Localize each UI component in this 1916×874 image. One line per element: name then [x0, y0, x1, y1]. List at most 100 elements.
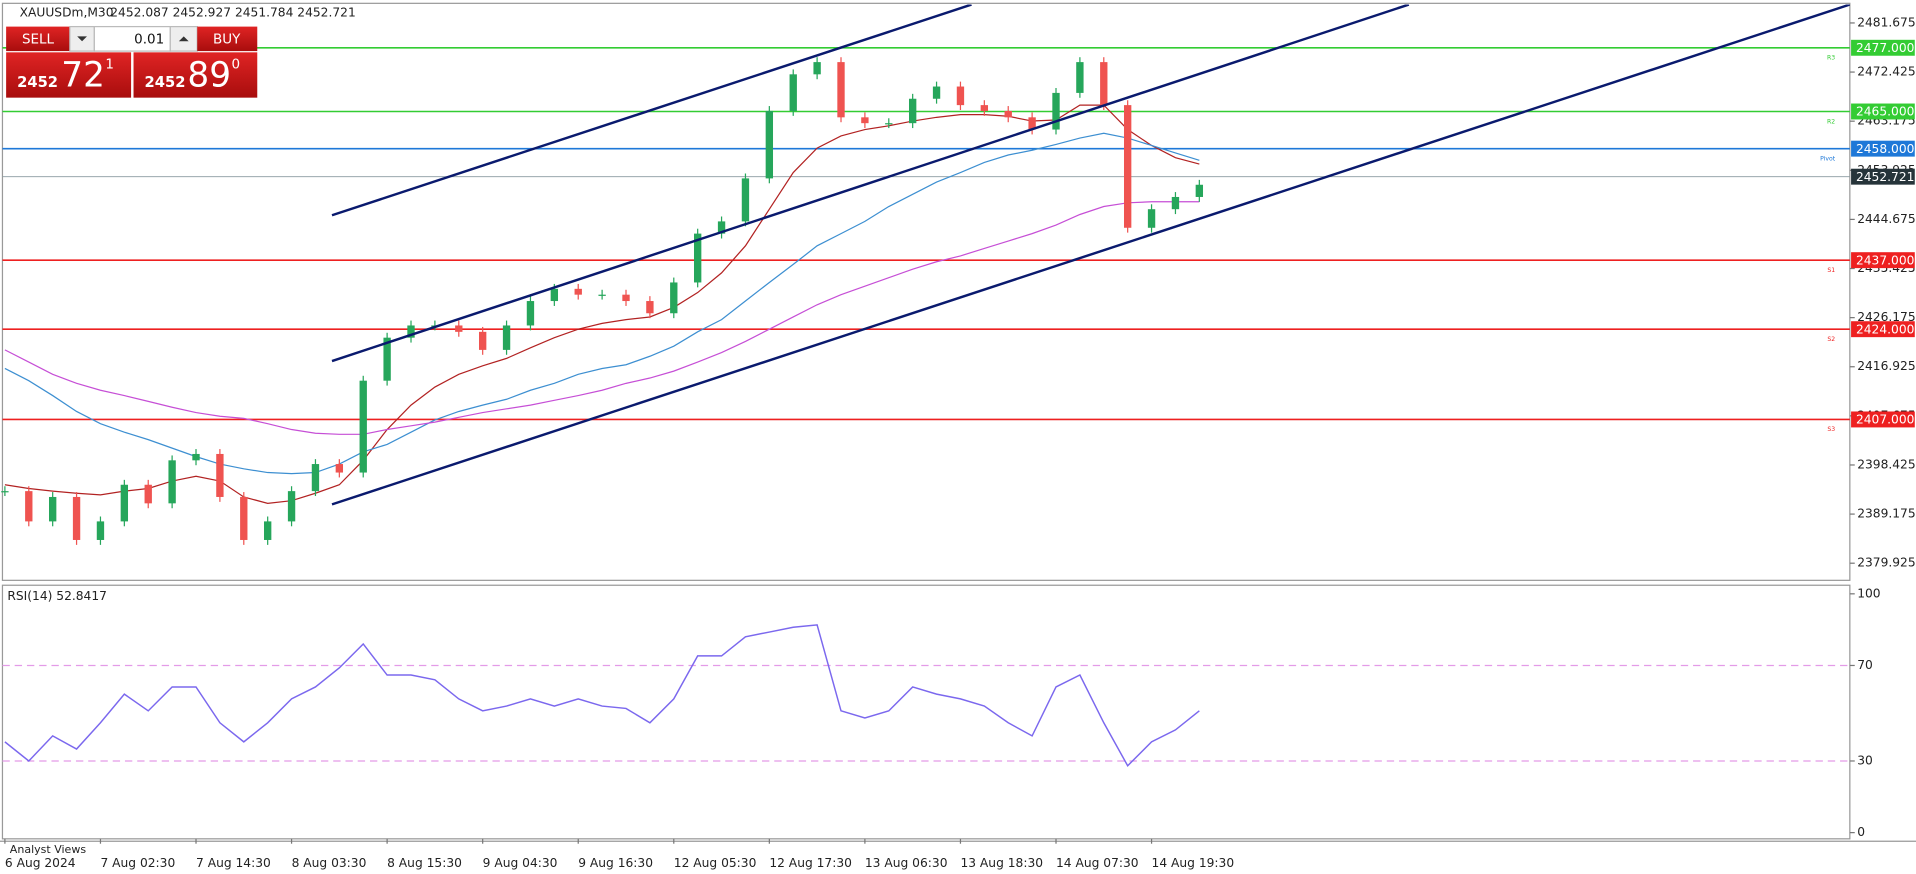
- sell-price-sup: 1: [105, 57, 114, 73]
- level-tag: S2: [1827, 336, 1835, 343]
- candle: [120, 484, 129, 522]
- candle: [1147, 209, 1156, 228]
- channel: [331, 4, 1850, 506]
- y-tick-label: 30: [1857, 753, 1873, 767]
- candle: [1100, 62, 1108, 106]
- x-tick-label: 8 Aug 03:30: [292, 856, 367, 870]
- sell-price-box[interactable]: [6, 52, 132, 98]
- x-tick-label: 9 Aug 04:30: [483, 856, 558, 870]
- candle: [837, 62, 845, 118]
- buy-price-big: 2452: [145, 74, 186, 91]
- x-tick-label: 13 Aug 18:30: [960, 856, 1043, 870]
- candle: [216, 453, 224, 497]
- level-price-label: 2424.000: [1856, 322, 1914, 336]
- channel-line: [331, 4, 972, 217]
- sell-button[interactable]: [6, 26, 70, 52]
- y-tick-label: 2472.425: [1857, 65, 1915, 79]
- candle: [144, 484, 152, 504]
- lot-input[interactable]: [93, 25, 171, 52]
- sell-label: SELL: [22, 31, 55, 47]
- x-tick-label: 7 Aug 14:30: [196, 856, 271, 870]
- symbol: XAUUSDm,M30: [20, 6, 114, 20]
- buy-price-main: 89: [187, 55, 231, 95]
- x-tick-label: 7 Aug 02:30: [100, 856, 175, 870]
- candle: [192, 453, 200, 461]
- candle: [717, 221, 726, 234]
- sell-price-big: 2452: [17, 74, 58, 91]
- level-tag: R3: [1827, 55, 1835, 62]
- level-price-label: 2437.000: [1856, 253, 1914, 267]
- candle: [1195, 184, 1204, 197]
- candle: [670, 282, 678, 314]
- candle: [1028, 117, 1036, 130]
- candle: [49, 496, 57, 522]
- candle: [861, 117, 869, 124]
- candle: [1, 491, 9, 493]
- y-tick-label: 2426.175: [1857, 310, 1915, 324]
- candle: [1004, 110, 1012, 118]
- footer-tab[interactable]: Analyst Views: [10, 843, 87, 856]
- candle: [287, 491, 296, 522]
- x-tick-label: 13 Aug 06:30: [865, 856, 948, 870]
- x-tick-label: 6 Aug 2024: [5, 856, 76, 870]
- level-tag: S1: [1827, 267, 1835, 274]
- level-price-label: 2458.000: [1856, 142, 1914, 156]
- candle: [526, 301, 535, 326]
- candle: [96, 521, 105, 540]
- candle: [407, 325, 415, 338]
- buy-price-box[interactable]: [133, 52, 258, 98]
- candle: [932, 86, 941, 99]
- channel-line: [331, 4, 1410, 363]
- up-arrow: [178, 36, 189, 42]
- lot-value: 0.01: [134, 31, 164, 47]
- level-price-label: 2477.000: [1856, 41, 1914, 55]
- candle: [550, 288, 559, 302]
- candle: [693, 233, 702, 283]
- moving-average: [4, 201, 1200, 435]
- y-tick-label: 100: [1857, 586, 1880, 600]
- y-tick-label: 2481.675: [1857, 15, 1915, 29]
- candle: [502, 325, 511, 350]
- candle: [765, 110, 774, 179]
- candle: [335, 464, 344, 473]
- buy-price-sup: 0: [232, 57, 241, 73]
- candle: [980, 105, 989, 111]
- candle: [455, 325, 463, 332]
- price-frame: [1, 2, 1851, 581]
- y-tick-label: 2379.925: [1857, 556, 1915, 570]
- candle: [240, 496, 248, 540]
- moving-average: [4, 132, 1200, 475]
- x-tick-label: 14 Aug 07:30: [1056, 856, 1139, 870]
- channel-line: [331, 4, 1850, 506]
- level-tag: S3: [1827, 426, 1835, 433]
- rsi-frame: [1, 584, 1851, 840]
- level-price-box: [1851, 140, 1915, 157]
- level-tag: Pivot: [1820, 155, 1836, 162]
- buy-label: BUY: [213, 31, 241, 47]
- candle: [168, 460, 176, 504]
- rsi-title: RSI(14) 52.8417: [7, 589, 107, 603]
- level-price-label: 2465.000: [1856, 105, 1914, 119]
- last-price-box: [1851, 168, 1915, 185]
- candle: [25, 491, 33, 522]
- candle: [622, 294, 630, 302]
- candle: [646, 301, 654, 314]
- x-tick-label: 14 Aug 19:30: [1152, 856, 1235, 870]
- candle: [479, 331, 487, 350]
- y-tick-label: 2416.925: [1857, 359, 1915, 373]
- candle: [574, 288, 582, 295]
- plot-layer: 2481.6752472.4252463.1752453.9252444.675…: [1, 15, 1916, 870]
- level-price-box: [1851, 39, 1915, 56]
- candle: [1052, 92, 1060, 130]
- candle: [264, 521, 272, 540]
- buy-button[interactable]: [197, 26, 258, 52]
- candle: [1076, 62, 1084, 93]
- ohlc: 2452.087 2452.927 2451.784 2452.721: [110, 6, 356, 20]
- candle: [311, 464, 320, 492]
- candle: [908, 98, 917, 124]
- x-tick-label: 12 Aug 17:30: [769, 856, 852, 870]
- candle: [813, 62, 821, 75]
- down-arrow: [77, 36, 87, 42]
